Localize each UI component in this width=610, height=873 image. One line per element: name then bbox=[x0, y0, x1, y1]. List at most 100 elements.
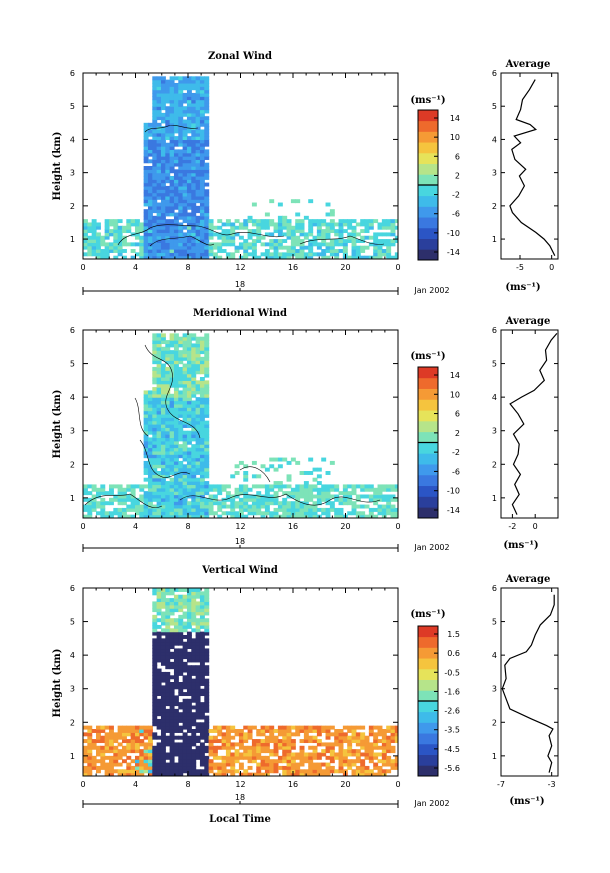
heatmap-cell bbox=[316, 229, 322, 234]
heatmap-cell bbox=[191, 598, 197, 603]
heatmap-cell bbox=[147, 232, 153, 237]
heatmap-cell bbox=[325, 725, 331, 730]
heatmap-cell bbox=[143, 447, 149, 452]
heatmap-cell bbox=[182, 393, 188, 398]
heatmap-cell bbox=[199, 152, 205, 157]
heatmap-cell bbox=[364, 222, 370, 227]
heatmap-cell bbox=[178, 467, 184, 472]
heatmap-cell bbox=[152, 491, 158, 496]
heatmap-cell bbox=[234, 487, 240, 492]
heatmap-cell bbox=[178, 501, 184, 506]
heatmap-cell bbox=[104, 225, 110, 230]
heatmap-cell bbox=[325, 772, 331, 776]
heatmap-cell bbox=[230, 252, 236, 257]
heatmap-cell bbox=[126, 225, 132, 230]
heatmap-cell bbox=[178, 655, 184, 660]
heatmap-cell bbox=[221, 235, 227, 240]
heatmap-cell bbox=[373, 494, 379, 499]
heatmap-cell bbox=[152, 675, 158, 680]
heatmap-cell bbox=[195, 688, 201, 693]
heatmap-cell bbox=[147, 755, 153, 760]
heatmap-cell bbox=[360, 514, 366, 518]
heatmap-cell bbox=[152, 722, 158, 727]
heatmap-cell bbox=[199, 671, 205, 676]
heatmap-cell bbox=[178, 202, 184, 207]
heatmap-cell bbox=[199, 142, 205, 147]
heatmap-cell bbox=[342, 739, 348, 744]
heatmap-cell bbox=[199, 336, 205, 341]
heatmap-cell bbox=[83, 497, 88, 502]
heatmap-cell bbox=[199, 407, 205, 412]
heatmap-cell bbox=[121, 514, 127, 518]
heatmap-cell bbox=[169, 749, 175, 754]
colorbar-swatch bbox=[418, 431, 438, 443]
heatmap-cell bbox=[204, 219, 210, 224]
heatmap-cell bbox=[195, 255, 201, 259]
heatmap-cell bbox=[182, 400, 188, 405]
heatmap-cell bbox=[160, 136, 166, 141]
heatmap-cell bbox=[199, 604, 205, 609]
heatmap-cell bbox=[347, 255, 353, 259]
heatmap-cell bbox=[238, 491, 244, 496]
heatmap-cell bbox=[169, 126, 175, 131]
heatmap-cell bbox=[178, 434, 184, 439]
heatmap-cell bbox=[182, 169, 188, 174]
heatmap-cell bbox=[152, 457, 158, 462]
heatmap-cell bbox=[173, 457, 179, 462]
heatmap-cell bbox=[199, 89, 205, 94]
heatmap-cell bbox=[199, 239, 205, 243]
heatmap-cell bbox=[195, 109, 201, 114]
heatmap-cell bbox=[126, 487, 132, 492]
heatmap-cell bbox=[204, 732, 210, 737]
heatmap-cell bbox=[160, 212, 166, 217]
heatmap-cell bbox=[134, 497, 140, 502]
average-x-tick-label: -7 bbox=[497, 780, 505, 789]
heatmap-cell bbox=[182, 383, 188, 388]
heatmap-cell bbox=[100, 487, 106, 492]
heatmap-cell bbox=[156, 588, 162, 592]
heatmap-cell bbox=[230, 729, 236, 733]
heatmap-cell bbox=[191, 360, 197, 365]
heatmap-cell bbox=[225, 739, 231, 744]
heatmap-cell bbox=[377, 487, 383, 492]
heatmap-cell bbox=[182, 762, 188, 767]
heatmap-cell bbox=[152, 166, 158, 170]
heatmap-cell bbox=[360, 752, 366, 757]
heatmap-cell bbox=[204, 621, 210, 626]
heatmap-cell bbox=[169, 742, 175, 747]
heatmap-cell bbox=[195, 735, 201, 740]
heatmap-cell bbox=[182, 139, 188, 144]
heatmap-cell bbox=[182, 440, 188, 445]
heatmap-cell bbox=[186, 655, 192, 660]
average-y-tick-label: 3 bbox=[492, 685, 497, 694]
heatmap-cell bbox=[169, 136, 175, 141]
heatmap-cell bbox=[160, 116, 166, 121]
heatmap-cell bbox=[117, 494, 123, 499]
heatmap-cell bbox=[191, 377, 197, 381]
heatmap-cell bbox=[182, 601, 188, 606]
heatmap-cell bbox=[303, 481, 309, 486]
heatmap-cell bbox=[173, 494, 179, 499]
heatmap-cell bbox=[186, 185, 192, 190]
heatmap-cell bbox=[264, 507, 270, 512]
heatmap-cell bbox=[360, 222, 366, 227]
heatmap-cell bbox=[191, 471, 197, 475]
heatmap-cell bbox=[199, 437, 205, 442]
heatmap-cell bbox=[169, 407, 175, 412]
heatmap-cell bbox=[182, 370, 188, 375]
heatmap-cell bbox=[152, 688, 158, 693]
heatmap-cell bbox=[329, 749, 335, 754]
heatmap-cell bbox=[104, 232, 110, 237]
heatmap-cell bbox=[377, 745, 383, 750]
heatmap-cell bbox=[134, 235, 140, 240]
average-y-tick-label: 5 bbox=[492, 360, 497, 369]
heatmap-cell bbox=[251, 755, 257, 760]
heatmap-cell bbox=[156, 106, 162, 111]
heatmap-cell bbox=[152, 631, 158, 636]
heatmap-cell bbox=[264, 739, 270, 744]
heatmap-cell bbox=[156, 762, 162, 767]
heatmap-cell bbox=[303, 494, 309, 499]
heatmap-cell bbox=[169, 718, 175, 723]
heatmap-cell bbox=[134, 252, 140, 257]
heatmap-cell bbox=[143, 212, 149, 217]
